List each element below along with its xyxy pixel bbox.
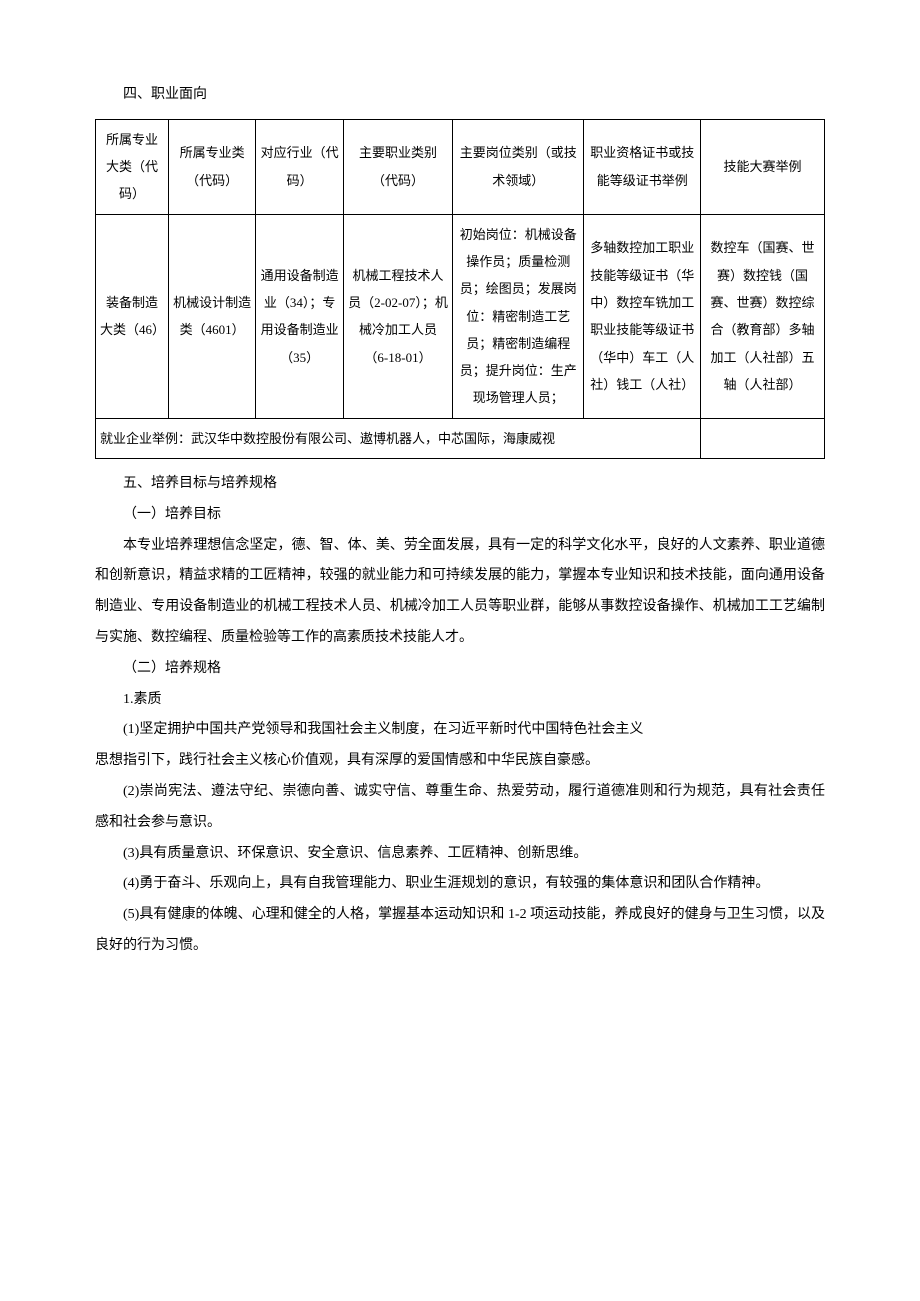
table-data-row: 装备制造大类（46） 机械设计制造类（4601） 通用设备制造业（34）；专用设… (96, 214, 825, 418)
section-5-heading: 五、培养目标与培养规格 (95, 469, 825, 500)
th-certificate: 职业资格证书或技能等级证书举例 (584, 119, 701, 214)
th-position: 主要岗位类别（或技术领域） (453, 119, 584, 214)
quality-item-4: (4)勇于奋斗、乐观向上，具有自我管理能力、职业生涯规划的意识，有较强的集体意识… (95, 869, 825, 900)
section-5-1-heading: （一）培养目标 (95, 500, 825, 531)
quality-item-1-line1: (1)坚定拥护中国共产党领导和我国社会主义制度，在习近平新时代中国特色社会主义 (95, 715, 825, 746)
td-major-category: 装备制造大类（46） (96, 214, 169, 418)
td-employer-examples: 就业企业举例：武汉华中数控股份有限公司、遨博机器人，中芯国际，海康威视 (96, 418, 701, 458)
td-footer-empty (701, 418, 825, 458)
section-5-1-body: 本专业培养理想信念坚定，德、智、体、美、劳全面发展，具有一定的科学文化水平，良好… (95, 531, 825, 654)
quality-item-5: (5)具有健康的体魄、心理和健全的人格，掌握基本运动知识和 1-2 项运动技能，… (95, 900, 825, 962)
quality-heading: 1.素质 (95, 685, 825, 716)
th-occupation: 主要职业类别（代码） (343, 119, 452, 214)
section-5: 五、培养目标与培养规格 （一）培养目标 本专业培养理想信念坚定，德、智、体、美、… (95, 469, 825, 962)
table-footer-row: 就业企业举例：武汉华中数控股份有限公司、遨博机器人，中芯国际，海康威视 (96, 418, 825, 458)
td-occupation: 机械工程技术人员（2-02-07）；机械冷加工人员（6-18-01） (343, 214, 452, 418)
td-competition: 数控车（国赛、世赛）数控钱（国赛、世赛）数控综合（教育部）多轴加工（人社部）五轴… (701, 214, 825, 418)
section-4-heading: 四、职业面向 (95, 80, 825, 111)
quality-item-3: (3)具有质量意识、环保意识、安全意识、信息素养、工匠精神、创新思维。 (95, 839, 825, 870)
career-table: 所属专业大类（代码） 所属专业类（代码） 对应行业（代码） 主要职业类别（代码）… (95, 119, 825, 459)
section-5-2-heading: （二）培养规格 (95, 654, 825, 685)
quality-item-2: (2)崇尚宪法、遵法守纪、崇德向善、诚实守信、尊重生命、热爱劳动，履行道德准则和… (95, 777, 825, 839)
th-major-category: 所属专业大类（代码） (96, 119, 169, 214)
td-position: 初始岗位：机械设备操作员；质量检测员；绘图员；发展岗位：精密制造工艺员；精密制造… (453, 214, 584, 418)
career-table-wrapper: 所属专业大类（代码） 所属专业类（代码） 对应行业（代码） 主要职业类别（代码）… (95, 119, 825, 459)
td-major-class: 机械设计制造类（4601） (168, 214, 255, 418)
quality-item-1-line2: 思想指引下，践行社会主义核心价值观，具有深厚的爱国情感和中华民族自豪感。 (95, 746, 825, 777)
th-competition: 技能大赛举例 (701, 119, 825, 214)
td-certificate: 多轴数控加工职业技能等级证书（华中）数控车铣加工职业技能等级证书（华中）车工（人… (584, 214, 701, 418)
td-industry: 通用设备制造业（34）；专用设备制造业（35） (256, 214, 343, 418)
th-major-class: 所属专业类（代码） (168, 119, 255, 214)
table-header-row: 所属专业大类（代码） 所属专业类（代码） 对应行业（代码） 主要职业类别（代码）… (96, 119, 825, 214)
th-industry: 对应行业（代码） (256, 119, 343, 214)
